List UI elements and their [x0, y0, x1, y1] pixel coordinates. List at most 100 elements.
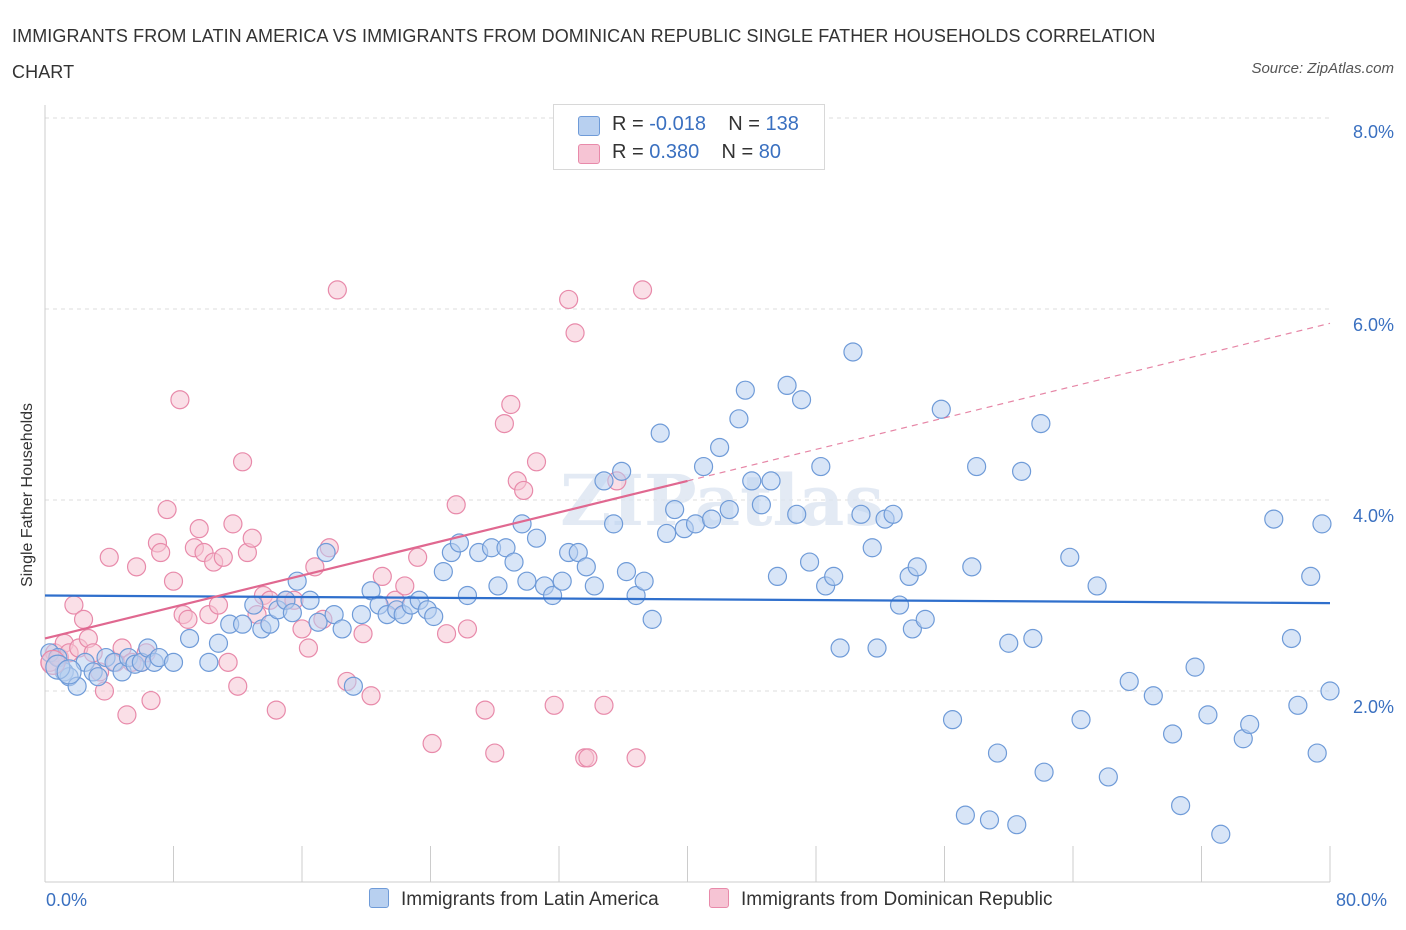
data-point [475, 700, 495, 720]
blue-swatch-icon [578, 116, 600, 136]
data-point [422, 733, 442, 754]
data-point [457, 585, 478, 606]
data-point [594, 471, 614, 491]
data-point [157, 499, 177, 520]
data-point [244, 595, 264, 615]
data-point [719, 499, 739, 520]
pink-swatch-icon [709, 888, 729, 908]
source-label: Source: ZipAtlas.com [1251, 60, 1394, 77]
data-point [650, 423, 670, 443]
data-point [353, 624, 373, 644]
data-point [282, 603, 302, 623]
data-point [1011, 461, 1032, 481]
data-point [1240, 714, 1260, 735]
data-point [811, 456, 831, 477]
r-value: 0.380 [649, 141, 700, 163]
data-point [979, 810, 1000, 830]
data-point [767, 566, 788, 587]
data-point [163, 571, 184, 591]
data-point [701, 509, 722, 529]
data-point [213, 547, 233, 567]
data-point [565, 323, 585, 343]
blue-swatch-icon [369, 888, 389, 908]
data-point [1288, 695, 1308, 715]
data-point [830, 638, 850, 658]
data-point [151, 542, 171, 563]
data-point [514, 480, 534, 501]
data-point [494, 414, 514, 434]
data-point [178, 609, 198, 629]
data-point [126, 557, 147, 577]
data-point [824, 566, 844, 587]
data-point [851, 504, 871, 524]
data-point [1023, 628, 1043, 649]
data-point [517, 571, 537, 591]
data-point [987, 743, 1008, 763]
data-point [488, 576, 508, 596]
data-point [568, 542, 588, 563]
data-point [526, 452, 547, 472]
data-point [485, 743, 505, 763]
data-point [552, 571, 572, 591]
legend-label: Immigrants from Latin America [401, 889, 659, 910]
x-tick-min: 0.0% [46, 890, 88, 910]
data-point [962, 557, 982, 577]
data-point [907, 557, 927, 577]
data-point [361, 581, 381, 601]
data-point [1185, 657, 1205, 677]
data-point [327, 280, 347, 300]
trend-line-latin-america [44, 594, 1331, 605]
data-point [1143, 686, 1163, 706]
data-point [433, 562, 453, 582]
data-point [559, 289, 579, 310]
data-point [693, 456, 714, 477]
data-point [883, 504, 903, 524]
data-point [742, 471, 762, 491]
data-point [616, 562, 637, 582]
data-point [496, 538, 516, 558]
n-value: 138 [765, 113, 799, 135]
data-point [260, 614, 280, 634]
data-point [1320, 681, 1340, 701]
y-tick-8: 8.0% [1352, 122, 1394, 142]
trend-line-dominican-extension [687, 322, 1331, 482]
data-point [208, 595, 229, 615]
data-point [117, 705, 137, 725]
data-point [218, 652, 238, 672]
data-point [751, 495, 771, 515]
legend-item-dominican[interactable]: Immigrants from Dominican Republic [709, 888, 1053, 911]
data-point [424, 606, 444, 627]
legend-item-latin-america[interactable]: Immigrants from Latin America [369, 888, 659, 911]
data-point [446, 495, 466, 515]
data-point [208, 633, 229, 653]
y-tick-4: 4.0% [1352, 506, 1394, 526]
r-label: R = [612, 113, 644, 135]
data-point [408, 547, 428, 567]
data-point [73, 609, 94, 629]
data-point [457, 619, 478, 639]
data-point [223, 514, 243, 534]
data-point [266, 700, 286, 720]
data-point [199, 652, 219, 672]
r-value: -0.018 [649, 113, 706, 135]
data-point [999, 633, 1019, 653]
data-point [642, 609, 662, 629]
data-point [685, 514, 706, 534]
data-point [501, 394, 521, 415]
data-point [228, 676, 248, 696]
data-point [1171, 795, 1191, 816]
data-point [1198, 705, 1218, 725]
data-point [942, 710, 963, 730]
data-point [634, 571, 654, 591]
data-point [902, 619, 922, 639]
data-point [316, 542, 336, 563]
data-point [594, 695, 614, 715]
data-point [862, 538, 882, 558]
pink-swatch-icon [578, 144, 600, 164]
y-tick-6: 6.0% [1352, 315, 1394, 335]
data-point [967, 456, 987, 477]
data-point [787, 504, 807, 524]
data-point [1264, 509, 1284, 529]
data-point [544, 695, 564, 715]
